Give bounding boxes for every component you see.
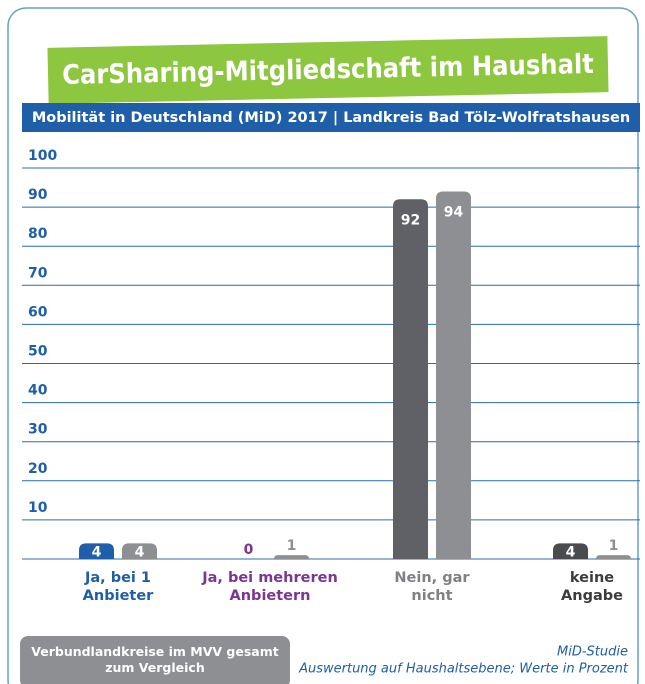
legend-label: Verbundlandkreise im MVV gesamt zum Vergl… — [31, 644, 279, 675]
y-tick-label: 80 — [28, 226, 48, 242]
y-tick-label: 90 — [28, 187, 48, 203]
value-label: 4 — [135, 544, 145, 560]
subtitle-background — [22, 103, 640, 132]
bar — [436, 191, 471, 559]
source: MiD-Studie — [557, 645, 628, 660]
bar — [274, 555, 309, 559]
title-background — [47, 36, 609, 104]
y-tick-label: 70 — [28, 265, 48, 281]
value-label: 4 — [566, 544, 576, 560]
y-tick-label: 100 — [28, 148, 57, 164]
value-label: 4 — [92, 544, 102, 560]
bar — [596, 555, 631, 559]
value-label: 94 — [444, 204, 464, 220]
frame — [7, 7, 639, 684]
x-tick-label: keine Angabe — [561, 570, 623, 604]
bar — [393, 199, 428, 559]
y-tick-label: 30 — [28, 422, 48, 438]
x-tick-label: Ja, bei mehreren Anbietern — [201, 570, 338, 604]
x-tick-label: Ja, bei 1 Anbieter — [83, 570, 154, 604]
bar — [553, 543, 588, 559]
bar — [79, 543, 114, 559]
bar — [122, 543, 157, 559]
y-tick-label: 20 — [28, 461, 48, 477]
y-tick-label: 50 — [28, 344, 48, 360]
y-tick-label: 10 — [28, 500, 48, 516]
x-tick-label: Nein, gar nicht — [394, 570, 470, 604]
value-label: 1 — [609, 538, 619, 554]
title-banner: CarSharing-Mitgliedschaft im Haushalt — [47, 36, 609, 104]
y-tick-label: 40 — [28, 383, 48, 399]
chart-subtitle: Mobilität in Deutschland (MiD) 2017 | La… — [32, 110, 630, 126]
value-label: 1 — [287, 538, 297, 554]
y-tick-label: 60 — [28, 304, 48, 320]
note: Auswertung auf Haushaltsebene; Werte in … — [298, 662, 629, 677]
legend-box — [20, 636, 290, 684]
value-label: 92 — [401, 212, 420, 228]
value-label: 0 — [244, 542, 254, 558]
